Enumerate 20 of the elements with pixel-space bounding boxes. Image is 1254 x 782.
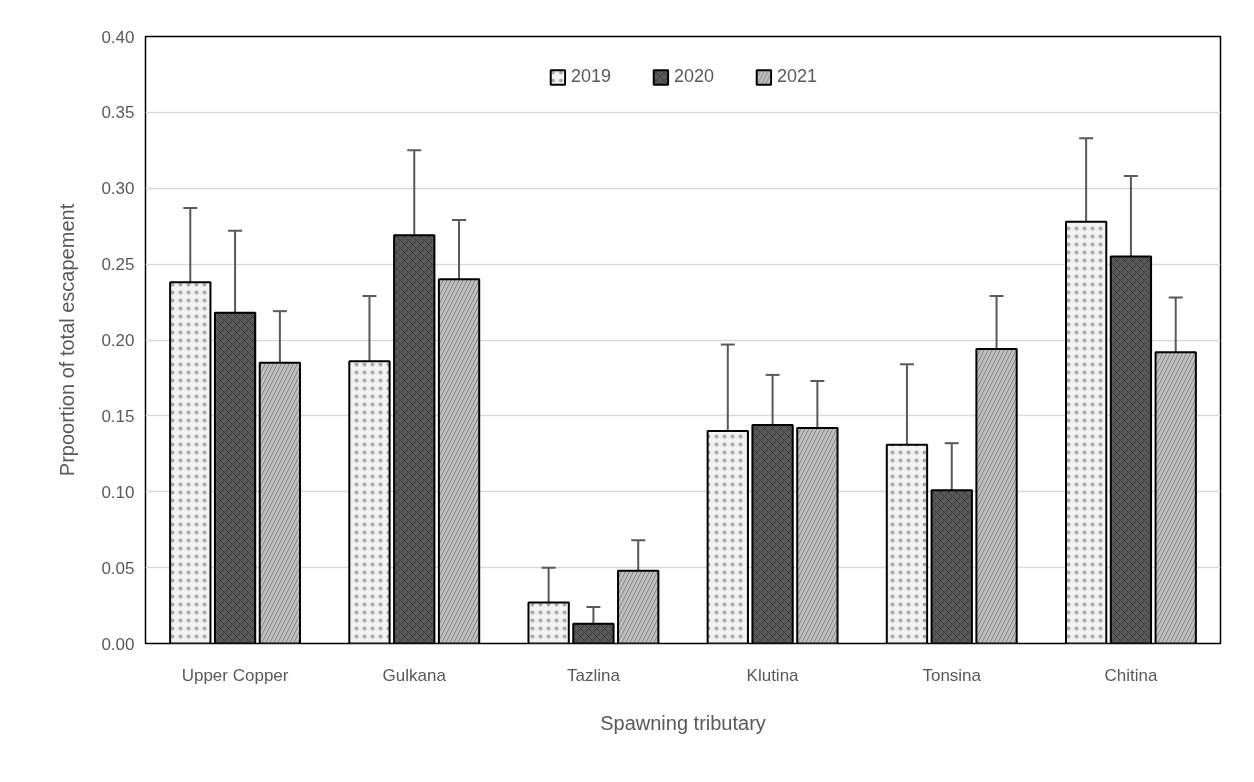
x-axis-title: Spawning tributary	[600, 711, 766, 734]
legend-label: 2019	[570, 66, 611, 87]
x-tick-label: Gulkana	[382, 665, 447, 685]
y-tick-label: 0.00	[101, 634, 135, 654]
y-tick-label: 0.35	[101, 103, 135, 123]
y-tick-label: 0.25	[101, 255, 135, 275]
y-tick-label: 0.10	[101, 482, 135, 502]
x-tick-label: Tonsina	[922, 665, 982, 685]
x-tick-label: Chitina	[1104, 665, 1158, 685]
y-tick-label: 0.20	[101, 331, 135, 350]
x-tick-label: Tazlina	[566, 665, 621, 685]
legend-label: 2021	[777, 66, 818, 87]
legend-label: 2020	[673, 66, 715, 87]
y-axis-title: Prpoortion of total escapement	[56, 203, 79, 477]
y-tick-label: 0.30	[101, 179, 135, 199]
y-tick-label: 0.05	[101, 558, 135, 578]
x-tick-label: Upper Copper	[181, 665, 289, 685]
x-tick-label: Klutina	[746, 665, 800, 685]
y-tick-label: 0.40	[101, 27, 135, 47]
y-tick-label: 0.15	[101, 406, 135, 426]
